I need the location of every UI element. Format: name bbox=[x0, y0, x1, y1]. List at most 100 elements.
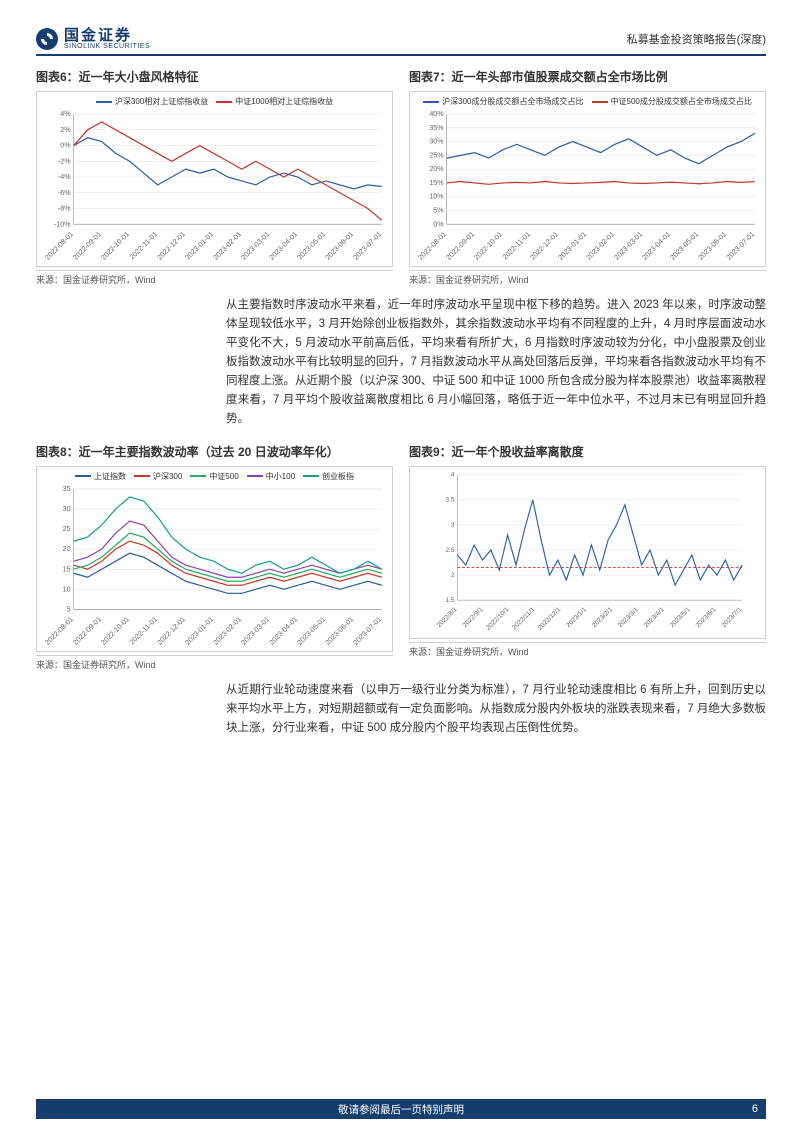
chart-6-legend: 沪深300相对上证综指收益中证1000相对上证综指收益 bbox=[41, 96, 388, 107]
chart-7-legend: 沪深300成分股成交额占全市场成交占比中证500成分股成交额占全市场成交占比 bbox=[414, 96, 761, 107]
svg-text:0%: 0% bbox=[433, 220, 444, 228]
svg-text:2023-07-01: 2023-07-01 bbox=[352, 230, 383, 261]
svg-text:10: 10 bbox=[63, 585, 71, 593]
page-footer: 敬请参阅最后一页特别声明 6 bbox=[36, 1099, 766, 1119]
page-number: 6 bbox=[752, 1103, 758, 1115]
chart-7-source: 来源：国金证券研究所，Wind bbox=[409, 270, 766, 286]
svg-text:2023-02-01: 2023-02-01 bbox=[585, 230, 616, 261]
svg-text:2022-12-01: 2022-12-01 bbox=[156, 230, 187, 261]
svg-text:2022-09-01: 2022-09-01 bbox=[72, 230, 103, 261]
chart-6: 图表6：近一年大小盘风格特征 沪深300相对上证综指收益中证1000相对上证综指… bbox=[36, 68, 393, 286]
svg-text:2023/4/1: 2023/4/1 bbox=[643, 606, 666, 629]
svg-text:30%: 30% bbox=[429, 138, 444, 146]
svg-text:10%: 10% bbox=[429, 193, 444, 201]
svg-text:2023-06-01: 2023-06-01 bbox=[324, 615, 355, 646]
svg-text:2023-01-01: 2023-01-01 bbox=[184, 615, 215, 646]
svg-text:2023-03-01: 2023-03-01 bbox=[613, 230, 644, 261]
svg-text:2023-01-01: 2023-01-01 bbox=[184, 230, 215, 261]
svg-text:2023-02-01: 2023-02-01 bbox=[212, 230, 243, 261]
svg-text:2022-11-01: 2022-11-01 bbox=[128, 615, 159, 646]
chart-7-title: 图表7：近一年头部市值股票成交额占全市场比例 bbox=[409, 68, 766, 85]
chart-9-source: 来源：国金证券研究所，Wind bbox=[409, 642, 766, 658]
chart-7: 图表7：近一年头部市值股票成交额占全市场比例 沪深300成分股成交额占全市场成交… bbox=[409, 68, 766, 286]
svg-text:30: 30 bbox=[63, 505, 71, 513]
chart-8-legend: 上证指数沪深300中证500中小100创业板指 bbox=[41, 471, 388, 482]
svg-text:4: 4 bbox=[451, 471, 455, 478]
svg-text:2022-10-01: 2022-10-01 bbox=[473, 230, 504, 261]
svg-text:2022/10/1: 2022/10/1 bbox=[485, 606, 511, 632]
svg-text:2022-10-01: 2022-10-01 bbox=[100, 230, 131, 261]
svg-text:2022-09-01: 2022-09-01 bbox=[72, 615, 103, 646]
chart-8-plot: 51015202530352022-08-012022-09-012022-10… bbox=[41, 484, 388, 649]
svg-text:2023/1/1: 2023/1/1 bbox=[565, 606, 588, 629]
svg-text:35: 35 bbox=[63, 485, 71, 493]
brand-sub: SINOLINK SECURITIES bbox=[64, 43, 150, 50]
svg-text:2023-03-01: 2023-03-01 bbox=[240, 615, 271, 646]
svg-text:2022-12-01: 2022-12-01 bbox=[529, 230, 560, 261]
svg-text:2022-10-01: 2022-10-01 bbox=[100, 615, 131, 646]
charts-row-2: 图表8：近一年主要指数波动率（过去 20 日波动率年化） 上证指数沪深300中证… bbox=[36, 443, 766, 671]
svg-text:2023/2/1: 2023/2/1 bbox=[591, 606, 614, 629]
svg-text:15%: 15% bbox=[429, 179, 444, 187]
svg-text:2023-06-01: 2023-06-01 bbox=[324, 230, 355, 261]
svg-text:2022-12-01: 2022-12-01 bbox=[156, 615, 187, 646]
chart-9-title: 图表9：近一年个股收益率离散度 bbox=[409, 443, 766, 460]
svg-text:25%: 25% bbox=[429, 151, 444, 159]
svg-text:15: 15 bbox=[63, 565, 71, 573]
svg-text:-2%: -2% bbox=[58, 157, 71, 165]
paragraph-2: 从近期行业轮动速度来看（以申万一级行业分类为标准），7 月行业轮动速度相比 6 … bbox=[36, 681, 766, 738]
chart-6-title: 图表6：近一年大小盘风格特征 bbox=[36, 68, 393, 85]
chart-8-source: 来源：国金证券研究所，Wind bbox=[36, 655, 393, 671]
chart-7-plot: 0%5%10%15%20%25%30%35%40%2022-08-012022-… bbox=[414, 109, 761, 264]
chart-6-plot: -10%-8%-6%-4%-2%0%2%4%2022-08-012022-09-… bbox=[41, 109, 388, 264]
svg-text:2022-08-01: 2022-08-01 bbox=[417, 230, 448, 261]
svg-text:35%: 35% bbox=[429, 124, 444, 132]
svg-text:20: 20 bbox=[63, 545, 71, 553]
doc-title: 私募基金投资策略报告(深度) bbox=[627, 31, 766, 47]
svg-text:2023-04-01: 2023-04-01 bbox=[268, 230, 299, 261]
svg-text:3.5: 3.5 bbox=[445, 497, 454, 504]
svg-text:2: 2 bbox=[451, 572, 455, 579]
chart-9-plot: 1.522.533.542022/8/12022/9/12022/10/1202… bbox=[414, 471, 761, 636]
svg-text:2022/11/1: 2022/11/1 bbox=[511, 606, 537, 632]
brand-logo: 国金证券 SINOLINK SECURITIES bbox=[36, 28, 150, 50]
svg-text:2023-07-01: 2023-07-01 bbox=[352, 615, 383, 646]
svg-text:2022/8/1: 2022/8/1 bbox=[436, 606, 459, 629]
svg-text:2023-03-01: 2023-03-01 bbox=[240, 230, 271, 261]
svg-text:2023-04-01: 2023-04-01 bbox=[641, 230, 672, 261]
chart-8: 图表8：近一年主要指数波动率（过去 20 日波动率年化） 上证指数沪深300中证… bbox=[36, 443, 393, 671]
svg-text:2023/7/1: 2023/7/1 bbox=[720, 606, 743, 629]
svg-text:2.5: 2.5 bbox=[445, 547, 454, 554]
svg-text:2023-04-01: 2023-04-01 bbox=[268, 615, 299, 646]
svg-text:2%: 2% bbox=[60, 126, 71, 134]
svg-text:2023/5/1: 2023/5/1 bbox=[669, 606, 692, 629]
svg-text:4%: 4% bbox=[60, 110, 71, 118]
svg-text:40%: 40% bbox=[429, 110, 444, 118]
svg-text:2022-11-01: 2022-11-01 bbox=[501, 230, 532, 261]
page-header: 国金证券 SINOLINK SECURITIES 私募基金投资策略报告(深度) bbox=[36, 28, 766, 56]
brand-name: 国金证券 bbox=[64, 28, 150, 43]
svg-text:-6%: -6% bbox=[58, 189, 71, 197]
svg-text:2023-01-01: 2023-01-01 bbox=[557, 230, 588, 261]
svg-text:2023/6/1: 2023/6/1 bbox=[695, 606, 718, 629]
svg-text:2022/12/1: 2022/12/1 bbox=[537, 606, 563, 632]
svg-text:-10%: -10% bbox=[54, 220, 71, 228]
svg-text:1.5: 1.5 bbox=[445, 597, 454, 604]
footer-text: 敬请参阅最后一页特别声明 bbox=[338, 1102, 464, 1117]
svg-text:2023-05-01: 2023-05-01 bbox=[296, 230, 327, 261]
svg-text:20%: 20% bbox=[429, 165, 444, 173]
svg-text:2023-06-01: 2023-06-01 bbox=[697, 230, 728, 261]
svg-text:-4%: -4% bbox=[58, 173, 71, 181]
svg-text:2023-07-01: 2023-07-01 bbox=[725, 230, 756, 261]
svg-text:-8%: -8% bbox=[58, 205, 71, 213]
svg-text:5: 5 bbox=[67, 605, 71, 613]
svg-text:2022/9/1: 2022/9/1 bbox=[462, 606, 485, 629]
svg-text:2023-05-01: 2023-05-01 bbox=[669, 230, 700, 261]
svg-text:2023-05-01: 2023-05-01 bbox=[296, 615, 327, 646]
svg-text:2023-02-01: 2023-02-01 bbox=[212, 615, 243, 646]
svg-text:2022-08-01: 2022-08-01 bbox=[44, 615, 75, 646]
svg-text:2022-08-01: 2022-08-01 bbox=[44, 230, 75, 261]
chart-9: 图表9：近一年个股收益率离散度 1.522.533.542022/8/12022… bbox=[409, 443, 766, 671]
svg-text:2022-11-01: 2022-11-01 bbox=[128, 230, 159, 261]
chart-8-title: 图表8：近一年主要指数波动率（过去 20 日波动率年化） bbox=[36, 443, 393, 460]
